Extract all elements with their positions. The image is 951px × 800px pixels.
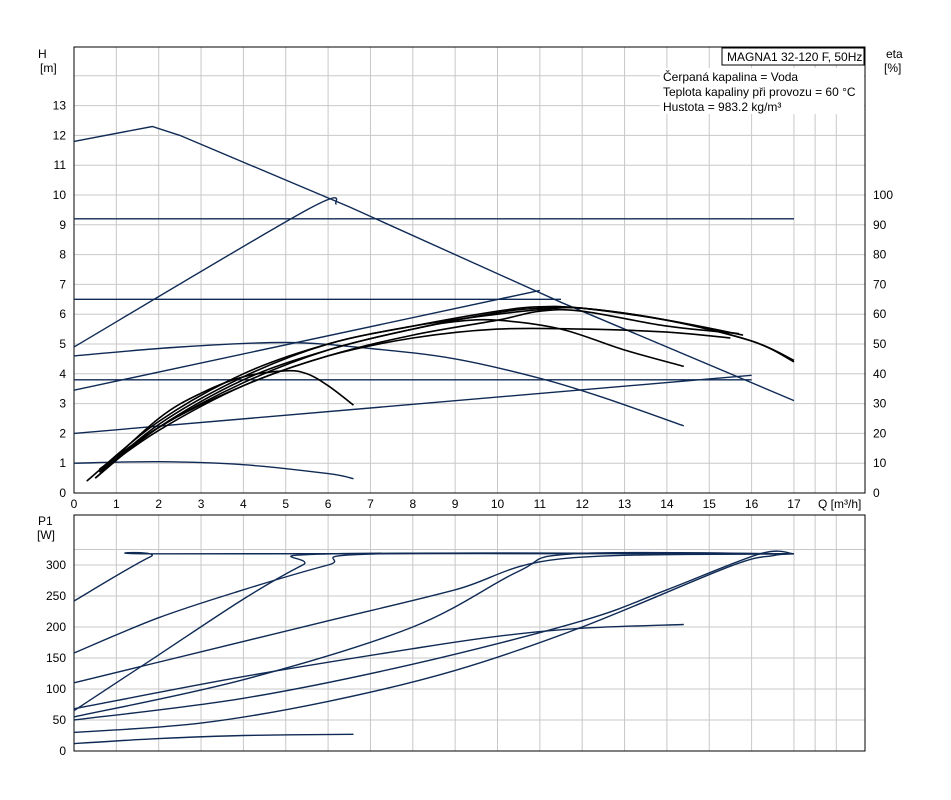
top-axis-ticks: 0 1 2 3 4 5 6 7 8 9 10 11 12 13 14 15 16 1701234567891011… <box>53 99 894 511</box>
y-axis-unit: [m] <box>40 61 57 75</box>
p1-tick-label: 300 <box>46 558 66 572</box>
y-right-tick-label: 10 <box>873 456 887 470</box>
y-tick-label: 13 <box>53 99 67 113</box>
y-tick-label: 5 <box>59 337 66 351</box>
p1-tick-label: 100 <box>46 682 66 696</box>
y-right-axis-label: eta <box>886 47 903 61</box>
top-plot-area <box>73 46 866 494</box>
y-right-tick-label: 40 <box>873 367 887 381</box>
y-tick-label: 2 <box>59 426 66 440</box>
power-curve <box>73 552 795 712</box>
power-curve <box>73 551 795 718</box>
y-tick-label: 0 <box>59 486 66 500</box>
x-tick-label: 3 <box>198 497 205 511</box>
y-tick-label: 7 <box>59 277 66 291</box>
x-tick-label: 0 <box>71 497 78 511</box>
power-curve <box>73 553 795 684</box>
y-tick-label: 11 <box>54 158 67 172</box>
head-curve <box>73 125 795 402</box>
info-line-2: Teplota kapaliny při provozu = 60 °C <box>663 85 856 99</box>
y-right-tick-label: 20 <box>873 426 887 440</box>
x-tick-label: 11 <box>534 497 547 511</box>
head-curve <box>73 289 541 391</box>
bottom-axis-ticks: 0 50 100 150 200 250 300 <box>46 558 66 758</box>
head-curve <box>73 460 354 480</box>
x-tick-label: 4 <box>240 497 247 511</box>
x-tick-label: 7 <box>367 497 374 511</box>
y-right-tick-label: 80 <box>873 248 887 262</box>
y-tick-label: 4 <box>59 367 66 381</box>
power-curve <box>73 623 684 710</box>
x-tick-label: 6 <box>325 497 332 511</box>
x-tick-label: 10 <box>491 497 505 511</box>
y-tick-label: 6 <box>59 307 66 321</box>
y-right-tick-label: 50 <box>873 337 887 351</box>
p1-tick-label: 250 <box>46 589 66 603</box>
bottom-plot-area <box>73 514 866 752</box>
x-tick-label: 1 <box>113 497 120 511</box>
x-tick-label: 12 <box>576 497 590 511</box>
top-chart-grid <box>74 47 865 493</box>
bottom-chart-grid <box>74 515 865 751</box>
info-line-1: Čerpaná kapalina = Voda <box>663 69 798 84</box>
efficiency-curve <box>103 327 731 470</box>
y-right-tick-label: 100 <box>873 188 893 202</box>
y-right-axis-unit: [%] <box>884 61 901 75</box>
top-curves <box>73 125 795 482</box>
y-right-tick-label: 0 <box>873 486 880 500</box>
x-tick-label: 5 <box>282 497 289 511</box>
y-right-tick-label: 60 <box>873 307 887 321</box>
y-right-tick-label: 90 <box>873 218 887 232</box>
power-curve <box>73 733 354 745</box>
x-tick-label: 16 <box>745 497 759 511</box>
power-curve <box>73 550 795 721</box>
efficiency-curve <box>94 305 744 479</box>
efficiency-curve <box>94 306 795 479</box>
x-tick-label: 15 <box>703 497 717 511</box>
p1-tick-label: 200 <box>46 620 66 634</box>
p1-axis-label: P1 <box>38 514 53 528</box>
y-tick-label: 8 <box>59 248 66 262</box>
y-right-tick-label: 30 <box>873 397 887 411</box>
chart-title: MAGNA1 32-120 F, 50Hz <box>727 50 862 64</box>
p1-tick-label: 150 <box>46 651 66 665</box>
p1-axis-unit: [W] <box>37 528 55 542</box>
info-background <box>660 68 864 114</box>
power-curve <box>73 553 795 734</box>
y-axis-label: H <box>38 47 47 61</box>
p1-tick-label: 50 <box>53 713 67 727</box>
head-curve <box>73 197 338 348</box>
x-tick-label: 2 <box>155 497 162 511</box>
y-tick-label: 12 <box>53 128 67 142</box>
x-tick-label: 13 <box>618 497 632 511</box>
bottom-curves <box>73 550 795 745</box>
info-line-3: Hustota = 983.2 kg/m³ <box>663 100 781 114</box>
x-tick-label: 14 <box>660 497 674 511</box>
p1-tick-label: 0 <box>59 744 66 758</box>
x-tick-label: 17 <box>787 497 801 511</box>
y-tick-label: 10 <box>53 188 67 202</box>
x-tick-label: 9 <box>452 497 459 511</box>
efficiency-curve <box>98 369 354 473</box>
power-curve <box>73 551 795 602</box>
head-curve <box>73 374 752 435</box>
title-box <box>721 47 865 66</box>
efficiency-curve <box>98 308 739 473</box>
y-tick-label: 1 <box>59 456 66 470</box>
x-axis-label: Q [m³/h] <box>818 497 861 511</box>
head-curve <box>73 341 685 427</box>
power-curve <box>73 552 795 654</box>
y-tick-label: 3 <box>59 397 66 411</box>
y-right-tick-label: 70 <box>873 277 887 291</box>
y-tick-label: 9 <box>59 218 66 232</box>
x-tick-label: 8 <box>409 497 416 511</box>
